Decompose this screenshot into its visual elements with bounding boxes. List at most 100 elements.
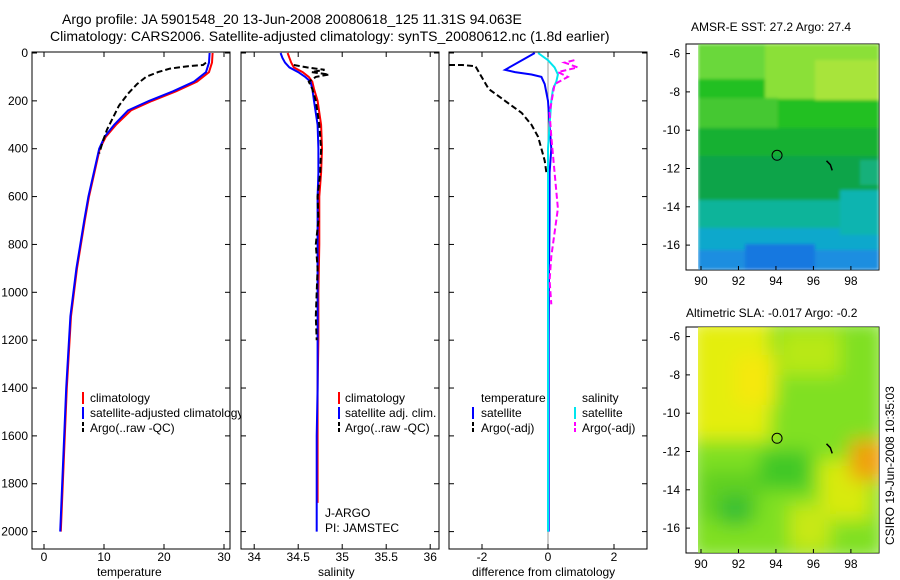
difference-series	[449, 52, 647, 549]
x-tick-label: 30	[217, 550, 231, 564]
y-tick-label: 400	[8, 142, 28, 156]
series-satellite-adj-clim-	[279, 52, 320, 532]
y-tick-label: 1400	[1, 381, 28, 395]
legend-header-salinity: salinity	[582, 391, 619, 405]
y-tick-label: 2000	[1, 525, 28, 539]
lat-tick-label: -12	[663, 161, 681, 175]
difference-panel: -2 0 2 difference from climatology tempera…	[448, 51, 648, 579]
side-timestamp: CSIRO 19-Jun-2008 10:35:03	[883, 386, 897, 545]
sla-map-overlay	[771, 432, 833, 454]
sst-map-panel: AMSR-E SST: 27.2 Argo: 27.4 -6 -8 -10 -12 -1…	[663, 20, 880, 288]
x-tick-label: 20	[157, 550, 171, 564]
sst-map-title: AMSR-E SST: 27.2 Argo: 27.4	[691, 20, 851, 34]
y-tick-label: 1800	[1, 477, 28, 491]
x-tick-label: 34.5	[287, 550, 311, 564]
difference-xlabel: difference from climatology	[472, 565, 615, 579]
x-tick-label: 36	[424, 550, 438, 564]
lon-tick-label: 96	[807, 557, 821, 571]
legend-label-argo: Argo(..raw -QC)	[345, 421, 430, 435]
temperature-axes-box	[31, 51, 231, 550]
series-argo-raw-qc-	[293, 64, 330, 341]
legend-label-climatology: climatology	[345, 391, 405, 405]
difference-tick-labels: -2 0 2	[477, 52, 618, 564]
lat-tick-label: -14	[663, 200, 681, 214]
sla-map-field	[698, 327, 879, 553]
lat-tick-label: -6	[669, 47, 680, 61]
legend-label-temp-argo: Argo(-adj)	[481, 421, 534, 435]
argo-float-marker	[771, 432, 783, 444]
legend-label-temp-satellite: satellite	[481, 406, 522, 420]
temperature-legend: climatology satellite-adjusted climatolo…	[82, 391, 243, 435]
temperature-series	[59, 52, 214, 532]
temperature-xlabel: temperature	[97, 565, 162, 579]
title-line-1: Argo profile: JA 5901548_20 13-Jun-2008 …	[62, 11, 522, 27]
lon-tick-label: 94	[769, 557, 783, 571]
x-tick-label: -2	[477, 550, 488, 564]
sst-map-field	[698, 44, 879, 270]
lon-tick-label: 94	[769, 274, 783, 288]
sst-map-overlay	[771, 149, 833, 171]
sst-lat-tick-labels: -6 -8 -10 -12 -14 -16	[663, 47, 690, 252]
x-tick-label: 35.5	[375, 550, 399, 564]
sst-lon-tick-labels: 90 92 94 96 98	[694, 266, 858, 288]
legend-label-sal-satellite: satellite	[582, 406, 623, 420]
series-temperature-argo-adj-	[449, 64, 548, 173]
x-tick-label: 34	[248, 550, 262, 564]
y-tick-label: 200	[8, 94, 28, 108]
legend-header-temperature: temperature	[481, 391, 546, 405]
series-argo-raw-qc-	[98, 61, 207, 154]
lat-tick-label: -8	[669, 368, 680, 382]
x-tick-label: 0	[41, 550, 48, 564]
lon-tick-label: 98	[844, 557, 858, 571]
y-tick-label: 1600	[1, 429, 28, 443]
lat-tick-label: -12	[663, 444, 681, 458]
legend-label-argo: Argo(..raw -QC)	[90, 421, 175, 435]
legend-label-sal-argo: Argo(-adj)	[582, 421, 635, 435]
difference-legend: temperature satellite Argo(-adj) salinit…	[472, 391, 635, 435]
salinity-legend: climatology satellite adj. clim. Argo(..…	[338, 391, 436, 435]
y-tick-label: 1000	[1, 285, 28, 299]
annotation-j-argo: J-ARGO	[325, 506, 370, 520]
sla-map-title: Altimetric SLA: -0.017 Argo: -0.2	[686, 306, 858, 320]
lon-tick-label: 90	[694, 274, 708, 288]
lon-tick-label: 96	[807, 274, 821, 288]
lat-tick-label: -14	[663, 483, 681, 497]
lon-tick-label: 98	[844, 274, 858, 288]
x-tick-label: 2	[611, 550, 618, 564]
lat-tick-label: -8	[669, 85, 680, 99]
y-tick-label: 1200	[1, 333, 28, 347]
y-tick-label: 600	[8, 190, 28, 204]
x-tick-label: 0	[545, 550, 552, 564]
annotation-pi-jamstec: PI: JAMSTEC	[325, 521, 399, 535]
temperature-tick-labels: 0 10 20 30	[41, 52, 231, 564]
series-salinity-argo-adj-	[548, 59, 582, 305]
depth-tick-labels: 0 200 400 600 800 1000 1200 1400 1600 1800 2000	[1, 46, 230, 539]
lon-tick-label: 92	[732, 274, 746, 288]
y-tick-label: 0	[21, 46, 28, 60]
lon-tick-label: 92	[732, 557, 746, 571]
series-satellite-adjusted-climatology	[59, 52, 211, 532]
x-tick-label: 10	[97, 550, 111, 564]
sla-lon-tick-labels: 90 92 94 96 98	[694, 549, 858, 571]
lat-tick-label: -16	[663, 238, 681, 252]
salinity-axes-box	[240, 51, 440, 550]
lon-tick-label: 90	[694, 557, 708, 571]
salinity-panel: 34 34.5 35 35.5 36 salinity climatology sate…	[240, 51, 440, 579]
lat-tick-label: -16	[663, 521, 681, 535]
salinity-xlabel: salinity	[318, 565, 355, 579]
legend-label-satellite: satellite adj. clim.	[345, 406, 436, 420]
salinity-tick-labels: 34 34.5 35 35.5 36	[248, 52, 438, 564]
temperature-panel: 0 200 400 600 800 1000 1200 1400 1600 1800 2000 0 1…	[1, 46, 243, 579]
salinity-series	[241, 52, 439, 533]
legend-label-satellite: satellite-adjusted climatology	[90, 406, 243, 420]
lat-tick-label: -10	[663, 123, 681, 137]
sla-map-panel: Altimetric SLA: -0.017 Argo: -0.2 -6 -8 -1…	[663, 306, 880, 571]
y-tick-label: 800	[8, 237, 28, 251]
lat-tick-label: -10	[663, 406, 681, 420]
title-line-2: Climatology: CARS2006. Satellite-adjuste…	[50, 28, 610, 44]
sla-lat-tick-labels: -6 -8 -10 -12 -14 -16	[663, 330, 690, 535]
lat-tick-label: -6	[669, 330, 680, 344]
legend-label-climatology: climatology	[90, 391, 150, 405]
float-track	[825, 160, 833, 171]
